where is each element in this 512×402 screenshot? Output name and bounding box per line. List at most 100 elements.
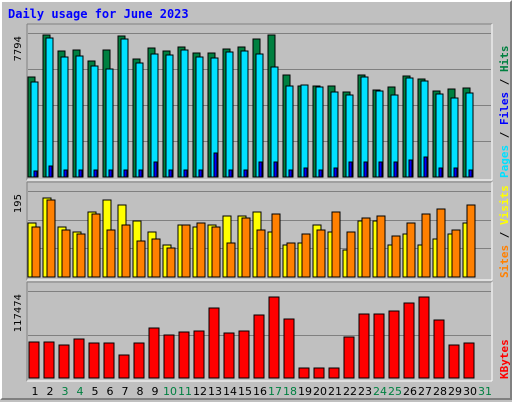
kbytes-bar [418,296,430,379]
day-label: 26 [403,385,417,398]
pages-bar [63,169,68,178]
pages-bar [408,159,413,178]
kbytes-bar [223,332,235,379]
pages-bar [378,161,383,178]
kbytes-bar [433,319,445,379]
sites-bar [196,222,206,278]
hits-max-label: 7794 [13,36,24,61]
files-bar [195,56,204,178]
pages-bar [213,152,218,178]
day-label: 22 [343,385,357,398]
kbytes-bar [58,344,70,379]
day-label: 5 [92,385,99,398]
kbytes-bar [328,367,340,379]
pages-bar [333,167,338,178]
day-label: 24 [373,385,387,398]
files-bar [75,55,84,178]
day-label: 30 [463,385,477,398]
files-bar [60,56,69,178]
files-bar [435,93,444,178]
files-bar [285,85,294,178]
files-bar [180,49,189,178]
sites-bar [376,215,386,278]
sites-bar [451,229,461,278]
pages-bar [108,169,113,178]
kbytes-bar [193,330,205,379]
day-label: 28 [433,385,447,398]
kbytes-bar [118,354,130,379]
kbytes-bar [133,342,145,379]
pages-bar [33,170,38,178]
sites-bar [286,242,296,278]
files-bar [120,38,129,178]
pages-bar [138,169,143,178]
pages-bar [318,169,323,178]
kbytes-bar [208,307,220,379]
pages-bar [153,161,158,178]
day-label: 10 [163,385,177,398]
kbytes-bar [73,338,85,379]
pages-bar [123,169,128,178]
legend-hits: Hits [498,46,511,73]
files-bar [105,68,114,178]
pages-bar [168,169,173,178]
day-label: 21 [328,385,342,398]
day-label: 2 [47,385,54,398]
sites-bar [91,213,101,278]
sites-bar [436,208,446,278]
pages-bar [273,161,278,178]
day-label: 11 [178,385,192,398]
files-bar [450,97,459,178]
sites-bar [166,247,176,278]
pages-bar [198,169,203,178]
sites-bar [361,217,371,278]
pages-bar [258,161,263,178]
day-label: 15 [238,385,252,398]
kbytes-bar [103,342,115,379]
sites-bar [151,238,161,278]
day-label: 20 [313,385,327,398]
sites-bar [271,213,281,278]
sites-bar [31,226,41,278]
pages-bar [48,165,53,178]
kbytes-bar [253,314,265,379]
sites-bar [61,229,71,278]
sites-bar [136,240,146,278]
chart-title: Daily usage for June 2023 [8,7,189,21]
day-label: 12 [193,385,207,398]
day-label: 3 [62,385,69,398]
day-label: 23 [358,385,372,398]
day-label: 29 [448,385,462,398]
day-label: 4 [77,385,84,398]
pages-bar [183,169,188,178]
day-label: 25 [388,385,402,398]
kbytes-bar [403,302,415,379]
kbytes-bar [163,334,175,379]
day-label: 27 [418,385,432,398]
sites-bar [121,224,131,278]
sites-bar [406,222,416,278]
kbytes-legend: KBytes [498,339,511,379]
day-label: 1 [32,385,39,398]
sites-bar [106,229,116,278]
day-label: 6 [107,385,114,398]
pages-bar [348,161,353,178]
files-bar [135,62,144,178]
visits-max-label: 195 [13,194,24,213]
kbytes-bar [43,341,55,379]
legend-sites: Sites [498,245,511,278]
files-bar [240,50,249,178]
kbytes-bar [178,331,190,379]
pages-bar [363,161,368,178]
sites-bar [331,211,341,278]
pages-bar [468,169,473,178]
legend-files: Files [498,92,511,125]
files-bar [300,84,309,178]
files-bar [225,51,234,178]
legend-pages: Pages [498,145,511,178]
day-label: 8 [137,385,144,398]
sites-bar [391,235,401,278]
kbytes-bar [388,310,400,379]
legend-visits: Visits [498,185,511,225]
